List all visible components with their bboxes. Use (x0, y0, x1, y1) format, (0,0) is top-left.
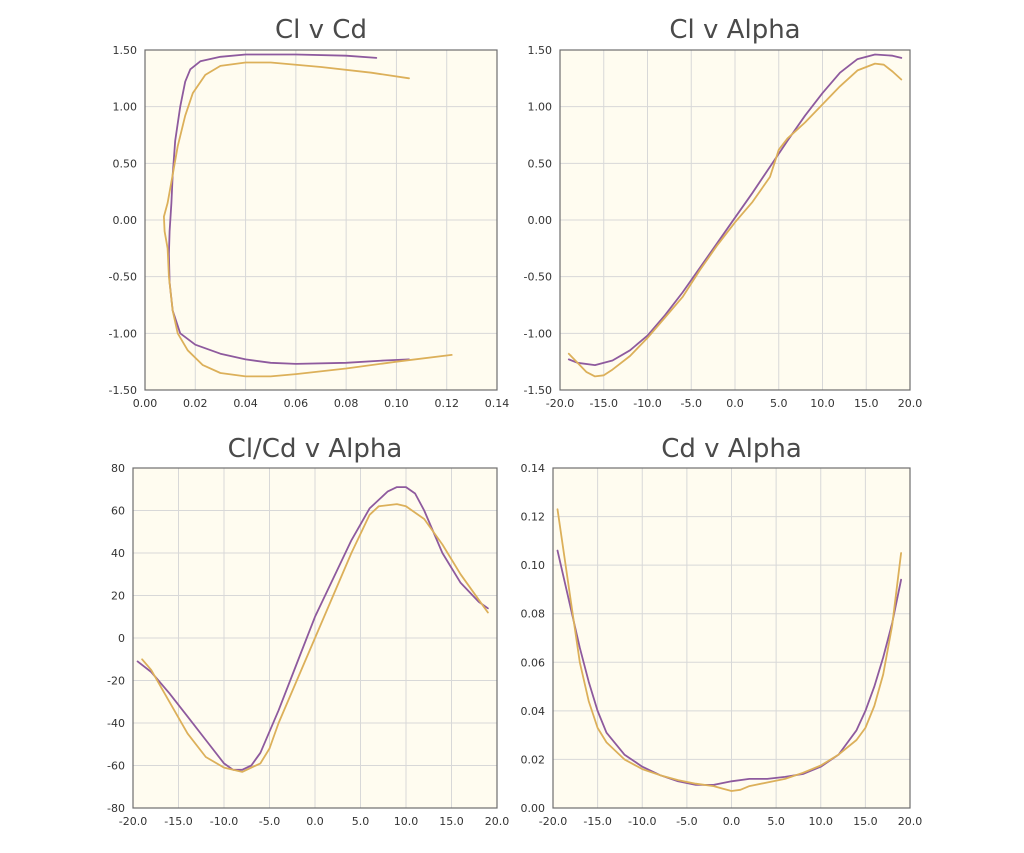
y-tick-label: -1.50 (524, 384, 552, 397)
y-tick-label: 40 (111, 547, 125, 560)
x-tick-label: 0.00 (133, 397, 158, 410)
chart-title: Cl v Alpha (669, 15, 800, 45)
series-line-tan (163, 61, 453, 378)
x-tick-label: -10.0 (210, 815, 238, 828)
y-tick-label: 1.50 (113, 44, 138, 57)
y-tick-label: 0.50 (528, 157, 553, 170)
series-line-tan (556, 508, 902, 792)
y-tick-label: -0.50 (109, 271, 137, 284)
y-tick-label: -20 (107, 675, 125, 688)
series-line-purple (168, 53, 410, 365)
y-tick-label: 1.00 (113, 101, 138, 114)
x-tick-label: 0.08 (334, 397, 359, 410)
x-tick-label: -20.0 (546, 397, 574, 410)
y-tick-label: 0.08 (521, 608, 546, 621)
y-tick-label: 0.06 (521, 656, 546, 669)
y-tick-label: 0.14 (521, 462, 546, 475)
y-tick-label: 0.00 (113, 214, 138, 227)
y-tick-label: -1.00 (524, 327, 552, 340)
series-line-tan (567, 62, 903, 378)
x-tick-label: 5.0 (767, 815, 785, 828)
x-tick-label: -15.0 (164, 815, 192, 828)
x-tick-label: 0.02 (183, 397, 208, 410)
x-tick-label: -15.0 (583, 815, 611, 828)
x-tick-label: 0.10 (384, 397, 409, 410)
y-tick-label: 80 (111, 462, 125, 475)
x-tick-label: -20.0 (539, 815, 567, 828)
x-tick-label: 20.0 (898, 815, 923, 828)
x-tick-label: -5.0 (681, 397, 702, 410)
y-tick-label: 1.50 (528, 44, 553, 57)
chart-title: Cl v Cd (275, 15, 367, 45)
y-tick-label: -0.50 (524, 271, 552, 284)
y-tick-label: 0.00 (528, 214, 553, 227)
x-tick-label: -10.0 (628, 815, 656, 828)
x-tick-label: -5.0 (259, 815, 280, 828)
y-tick-label: 0.04 (521, 705, 546, 718)
y-tick-label: 0.00 (521, 802, 546, 815)
x-tick-label: -20.0 (119, 815, 147, 828)
plot-frame (559, 49, 911, 391)
chart-title: Cd v Alpha (661, 434, 802, 464)
x-tick-label: 0.12 (434, 397, 459, 410)
x-tick-label: 5.0 (770, 397, 788, 410)
x-tick-label: 0.14 (485, 397, 510, 410)
series-line-purple (567, 53, 903, 366)
y-tick-label: 1.00 (528, 101, 553, 114)
series-line-purple (556, 549, 902, 786)
x-tick-label: 5.0 (352, 815, 370, 828)
y-tick-label: 60 (111, 505, 125, 518)
y-tick-label: -60 (107, 760, 125, 773)
y-tick-label: 0 (118, 632, 125, 645)
x-tick-label: -5.0 (676, 815, 697, 828)
series-line-tan (141, 503, 489, 773)
chart-panel-cl-v-cd: Cl v Cd 0.00 0.02 0.04 0.06 0.08 0.10 0.12 0.14 -… (109, 15, 510, 410)
y-tick-label: 0.12 (521, 511, 546, 524)
x-tick-label: 10.0 (809, 815, 834, 828)
x-tick-label: 0.04 (233, 397, 258, 410)
x-tick-label: 0.0 (723, 815, 741, 828)
y-tick-label: 20 (111, 590, 125, 603)
x-tick-label: 20.0 (485, 815, 510, 828)
chart-panel-cl-v-alpha: Cl v Alpha -20.0 -15.0 -10.0 -5.0 0.0 5.0 10.0 1… (524, 15, 923, 410)
plot-frame (552, 467, 911, 809)
chart-panel-cd-v-alpha: Cd v Alpha -20.0 -15.0 -10.0 -5.0 0.0 5.0 10.0 1… (521, 434, 923, 828)
y-tick-label: -1.00 (109, 327, 137, 340)
x-tick-label: -10.0 (633, 397, 661, 410)
x-tick-label: 15.0 (853, 815, 878, 828)
series-line-purple (136, 486, 489, 771)
x-tick-label: 0.06 (284, 397, 309, 410)
x-tick-label: 0.0 (306, 815, 324, 828)
y-tick-label: 0.10 (521, 559, 546, 572)
x-tick-label: -15.0 (590, 397, 618, 410)
plot-frame (144, 49, 498, 391)
x-tick-label: 10.0 (810, 397, 835, 410)
y-tick-label: 0.50 (113, 157, 138, 170)
x-tick-label: 15.0 (439, 815, 464, 828)
x-tick-label: 0.0 (726, 397, 744, 410)
chart-title: Cl/Cd v Alpha (228, 434, 403, 464)
chart-panel-clcd-v-alpha: Cl/Cd v Alpha -20.0 -15.0 -10.0 -5.0 0.0 5.0 10… (107, 434, 509, 828)
y-tick-label: -1.50 (109, 384, 137, 397)
x-tick-label: 15.0 (854, 397, 879, 410)
y-tick-label: 0.02 (521, 753, 546, 766)
x-tick-label: 20.0 (898, 397, 923, 410)
plot-frame (132, 467, 498, 809)
y-tick-label: -40 (107, 717, 125, 730)
x-tick-label: 10.0 (394, 815, 419, 828)
y-tick-label: -80 (107, 802, 125, 815)
